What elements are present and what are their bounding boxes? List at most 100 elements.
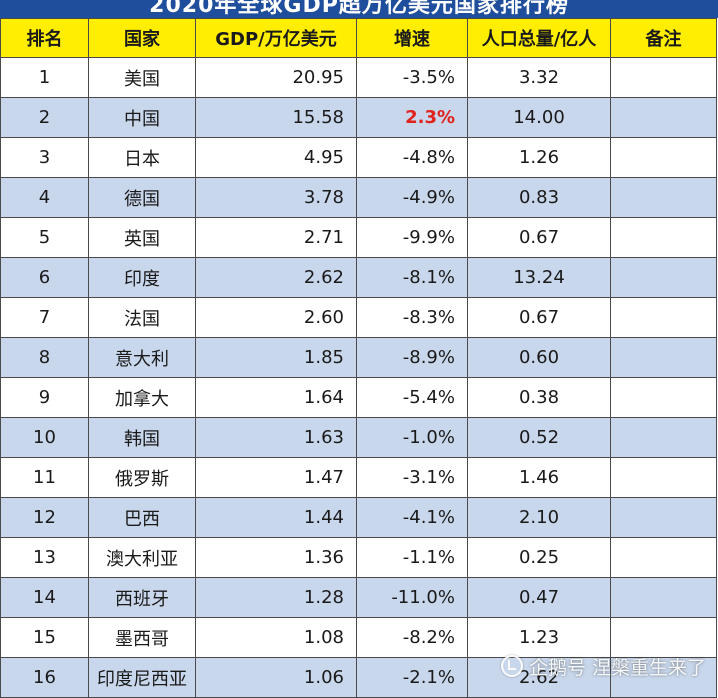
table-row: 15 墨西哥 1.08 -8.2% 1.23 <box>0 617 717 658</box>
cell-gdp: 1.44 <box>195 497 357 538</box>
cell-country: 澳大利亚 <box>88 537 196 578</box>
cell-growth: -8.1% <box>356 257 468 298</box>
cell-country: 英国 <box>88 217 196 258</box>
gdp-ranking-table: 排名 国家 GDP/万亿美元 增速 人口总量/亿人 备注 1 美国 20.95 -3.… <box>0 18 717 698</box>
cell-growth: -11.0% <box>356 577 468 618</box>
header-row: 排名 国家 GDP/万亿美元 增速 人口总量/亿人 备注 <box>0 18 717 58</box>
cell-rank: 12 <box>0 497 89 538</box>
cell-country: 印度尼西亚 <box>88 657 196 698</box>
cell-country: 西班牙 <box>88 577 196 618</box>
cell-note <box>610 377 717 418</box>
cell-country: 日本 <box>88 137 196 178</box>
table-row: 5 英国 2.71 -9.9% 0.67 <box>0 217 717 258</box>
header-gdp: GDP/万亿美元 <box>195 18 357 58</box>
header-country: 国家 <box>88 18 196 58</box>
cell-note <box>610 417 717 458</box>
cell-population: 0.67 <box>467 217 611 258</box>
cell-growth: -8.2% <box>356 617 468 658</box>
header-population: 人口总量/亿人 <box>467 18 611 58</box>
cell-rank: 16 <box>0 657 89 698</box>
cell-growth: -8.3% <box>356 297 468 338</box>
cell-gdp: 4.95 <box>195 137 357 178</box>
cell-growth: -3.5% <box>356 57 468 98</box>
cell-rank: 10 <box>0 417 89 458</box>
cell-note <box>610 97 717 138</box>
cell-gdp: 2.62 <box>195 257 357 298</box>
cell-rank: 13 <box>0 537 89 578</box>
cell-growth: -4.1% <box>356 497 468 538</box>
cell-gdp: 3.78 <box>195 177 357 218</box>
cell-gdp: 1.47 <box>195 457 357 498</box>
cell-country: 韩国 <box>88 417 196 458</box>
header-growth: 增速 <box>356 18 468 58</box>
table-row: 7 法国 2.60 -8.3% 0.67 <box>0 297 717 338</box>
cell-rank: 7 <box>0 297 89 338</box>
cell-rank: 4 <box>0 177 89 218</box>
cell-growth: -2.1% <box>356 657 468 698</box>
cell-gdp: 1.06 <box>195 657 357 698</box>
cell-population: 14.00 <box>467 97 611 138</box>
cell-note <box>610 457 717 498</box>
cell-note <box>610 137 717 178</box>
cell-growth: -3.1% <box>356 457 468 498</box>
cell-country: 巴西 <box>88 497 196 538</box>
cell-population: 0.60 <box>467 337 611 378</box>
cell-rank: 14 <box>0 577 89 618</box>
cell-gdp: 1.85 <box>195 337 357 378</box>
cell-note <box>610 57 717 98</box>
share-circle-icon <box>500 655 523 677</box>
table-row: 1 美国 20.95 -3.5% 3.32 <box>0 57 717 98</box>
cell-population: 0.52 <box>467 417 611 458</box>
cell-population: 3.32 <box>467 57 611 98</box>
cell-growth: -8.9% <box>356 337 468 378</box>
table-row: 12 巴西 1.44 -4.1% 2.10 <box>0 497 717 538</box>
cell-gdp: 1.63 <box>195 417 357 458</box>
cell-note <box>610 537 717 578</box>
cell-country: 美国 <box>88 57 196 98</box>
cell-growth: -1.0% <box>356 417 468 458</box>
table-row: 13 澳大利亚 1.36 -1.1% 0.25 <box>0 537 717 578</box>
header-rank: 排名 <box>0 18 89 58</box>
cell-gdp: 20.95 <box>195 57 357 98</box>
cell-rank: 2 <box>0 97 89 138</box>
cell-gdp: 2.71 <box>195 217 357 258</box>
cell-gdp: 1.08 <box>195 617 357 658</box>
cell-population: 0.38 <box>467 377 611 418</box>
cell-growth: -9.9% <box>356 217 468 258</box>
cell-country: 俄罗斯 <box>88 457 196 498</box>
cell-gdp: 2.60 <box>195 297 357 338</box>
table-title-bar: 2020年全球GDP超万亿美元国家排行榜 <box>0 0 718 18</box>
cell-rank: 15 <box>0 617 89 658</box>
cell-note <box>610 217 717 258</box>
cell-rank: 8 <box>0 337 89 378</box>
cell-rank: 3 <box>0 137 89 178</box>
cell-country: 中国 <box>88 97 196 138</box>
cell-gdp: 15.58 <box>195 97 357 138</box>
cell-population: 1.26 <box>467 137 611 178</box>
table-title: 2020年全球GDP超万亿美元国家排行榜 <box>149 0 569 18</box>
cell-growth: -1.1% <box>356 537 468 578</box>
cell-population: 0.25 <box>467 537 611 578</box>
cell-country: 法国 <box>88 297 196 338</box>
cell-note <box>610 177 717 218</box>
table-row: 2 中国 15.58 2.3% 14.00 <box>0 97 717 138</box>
table-row: 11 俄罗斯 1.47 -3.1% 1.46 <box>0 457 717 498</box>
cell-country: 墨西哥 <box>88 617 196 658</box>
watermark: 企鹅号 涅槃重生来了 <box>500 652 706 680</box>
cell-growth: -5.4% <box>356 377 468 418</box>
cell-population: 0.67 <box>467 297 611 338</box>
cell-population: 0.83 <box>467 177 611 218</box>
cell-country: 印度 <box>88 257 196 298</box>
cell-rank: 1 <box>0 57 89 98</box>
header-note: 备注 <box>610 18 717 58</box>
cell-rank: 6 <box>0 257 89 298</box>
table-row: 9 加拿大 1.64 -5.4% 0.38 <box>0 377 717 418</box>
cell-note <box>610 257 717 298</box>
cell-note <box>610 577 717 618</box>
cell-population: 0.47 <box>467 577 611 618</box>
cell-gdp: 1.28 <box>195 577 357 618</box>
cell-growth: -4.8% <box>356 137 468 178</box>
cell-population: 2.10 <box>467 497 611 538</box>
table-row: 6 印度 2.62 -8.1% 13.24 <box>0 257 717 298</box>
cell-population: 13.24 <box>467 257 611 298</box>
